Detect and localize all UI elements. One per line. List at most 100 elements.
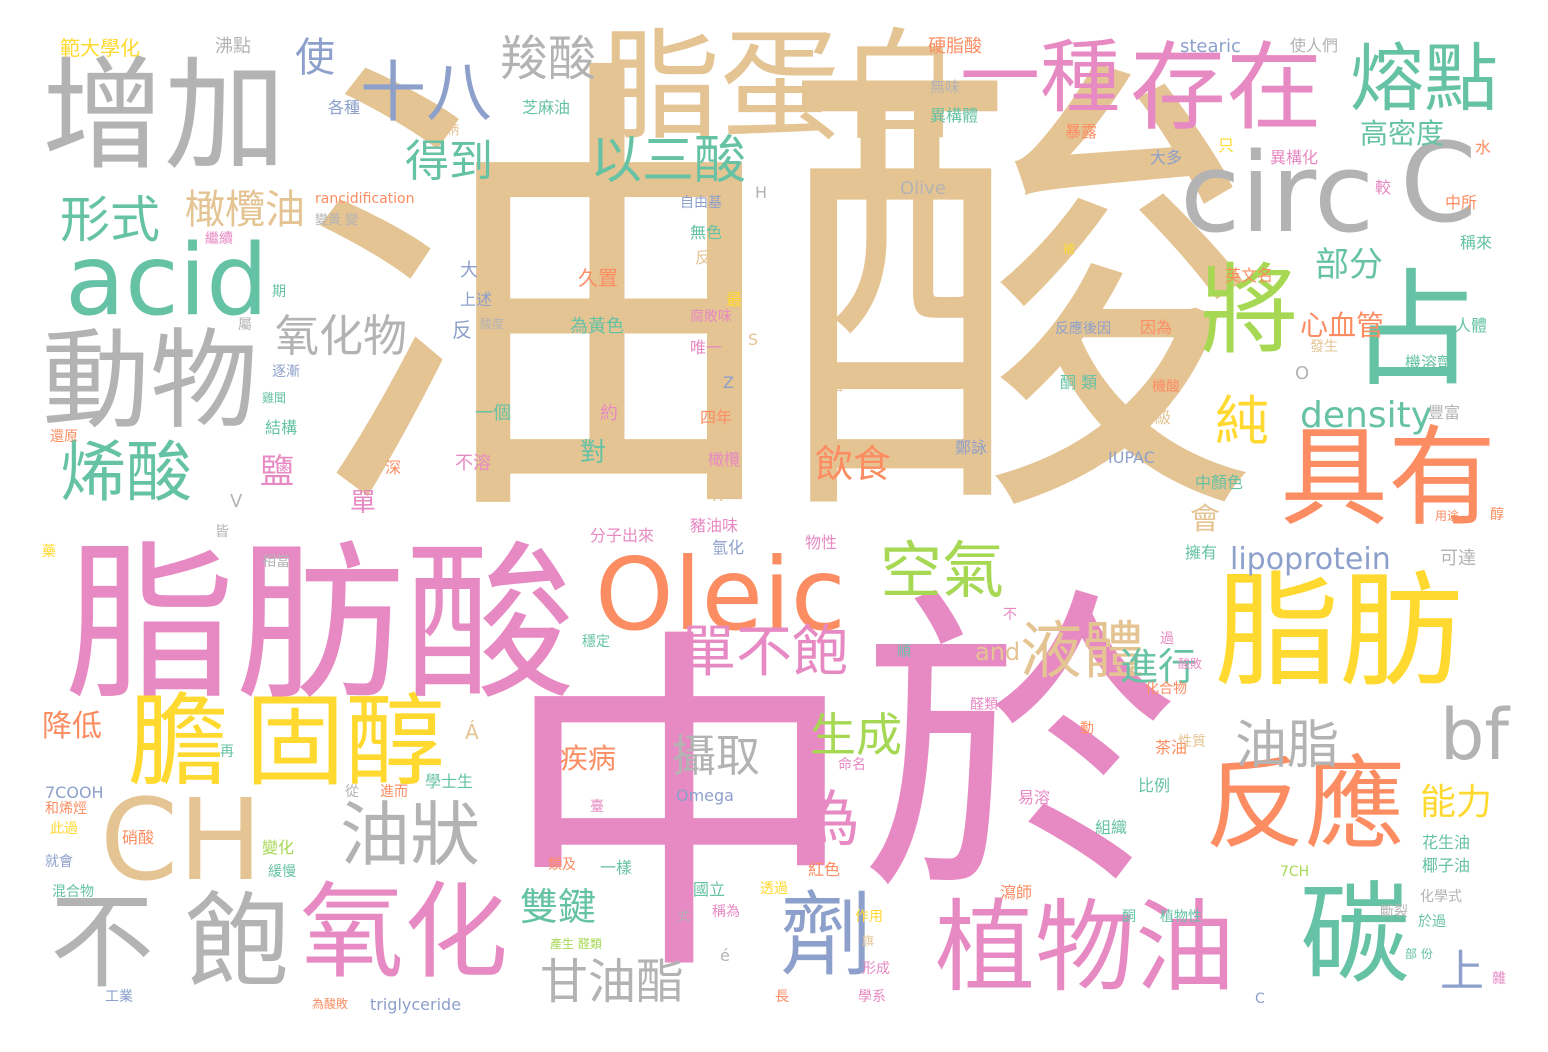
word-cloud-word: 化學式 [1420,889,1462,905]
word-cloud-word: 命名 [838,757,866,773]
word-cloud-word: 膽 [128,683,228,800]
word-cloud-word: 液體 [1020,614,1145,687]
word-cloud-word: 氫化 [712,538,745,557]
word-cloud-word: 花生油 [1422,833,1471,852]
word-cloud-word: 脂肪酸 [65,526,576,724]
word-cloud-word: 斷裂 [1380,904,1408,920]
word-cloud-word: 英文名 [1225,266,1274,285]
word-cloud-word: 組織 [1095,818,1128,837]
word-cloud-word: 久置 [578,266,618,290]
word-cloud-word: 茶油 [1155,738,1188,757]
word-cloud-word: 物性 [805,533,838,552]
word-cloud-word: 此過 [50,821,78,837]
word-cloud-word: 雞聞 [262,391,287,405]
word-cloud-word: 機酸 [1152,379,1180,395]
word-cloud-word: 發生 [1310,339,1338,355]
word-cloud-word: 椰子油 [1422,856,1471,875]
word-cloud-word: 反應 [1205,746,1405,863]
word-cloud-word: 進行 [1120,645,1197,689]
word-cloud-word: 分子出來 [590,526,655,545]
word-cloud-word: 鄭詠 [955,438,988,457]
word-cloud-word: 臺 [590,799,604,815]
word-cloud-word: 可達 [1440,548,1476,569]
word-cloud-word: Á [465,720,479,744]
word-cloud-word: 透過 [760,881,788,897]
word-cloud-word: 烯酸 [60,434,192,511]
word-cloud-word: V [230,491,243,512]
word-cloud-word: 自由基 [680,195,722,211]
word-cloud-word: 程柄 [435,123,460,137]
word-cloud-word: 深 [385,458,402,477]
word-cloud-word: 旗 [862,934,875,948]
word-cloud-word: 只 [1218,136,1235,155]
word-cloud-word: 屬 [238,317,252,333]
word-cloud-word: 還原 [50,429,78,445]
word-cloud-word: 約 [600,403,618,424]
word-cloud-word: 劑 [780,882,873,989]
word-cloud-word: 中 [500,600,860,1019]
word-cloud-word: 硝酸 [122,828,155,847]
word-cloud-word: O [1295,363,1310,384]
word-cloud-word: 稱為 [712,904,740,920]
word-cloud-word: circ [1180,129,1375,257]
word-cloud-word: 飲食 [815,442,892,486]
word-cloud-word: 穩定 [582,634,610,650]
word-cloud-word: 大多 [1150,148,1183,167]
word-cloud-word: 式 [678,909,691,923]
word-cloud-word: rancidification [315,191,415,207]
word-cloud-word: 唯一 [690,338,723,357]
word-cloud-word: 豐富 [1428,403,1461,422]
word-cloud-word: 用途 [1435,509,1460,523]
word-cloud-word: 增加 [42,45,286,187]
word-cloud-word: 類及 [548,857,576,873]
word-cloud-word: 雙鍵 [520,885,597,929]
word-cloud-word: 7COOH [45,783,104,802]
word-cloud-word: H [755,183,768,202]
word-cloud-word: 不 [50,881,155,1003]
word-cloud-word: 於過 [1418,914,1446,930]
word-cloud-word: 碳 [1300,871,1410,999]
word-cloud-word: 具有 [1280,416,1497,541]
word-cloud-word: é [720,946,730,965]
word-cloud-word: 皆 [215,524,229,540]
word-cloud-word: 醇 [1490,507,1504,523]
word-cloud-word: acid [65,224,269,338]
word-cloud-word: 擁有 [1185,543,1218,562]
word-cloud-word: Oleic [595,536,846,653]
word-cloud-word: 不 [1003,607,1017,623]
word-cloud-word: 進而 [380,784,408,800]
word-cloud-word: 存在 [1130,32,1322,144]
word-cloud-word: 空氣 [880,534,1005,607]
word-cloud-word: 反 [452,318,472,342]
word-cloud-word: 單不飽 [680,620,848,685]
word-cloud-word: CH [100,776,263,906]
word-cloud-word: 變化 [262,838,295,857]
word-cloud-word: 反式 [695,248,728,267]
word-cloud-word: 氧化物 [275,311,407,362]
word-cloud-word: lipoprotein [1230,542,1391,577]
word-cloud-word: 上述 [460,290,493,309]
word-cloud-word: 圖一 [828,376,859,394]
word-cloud-word: 反應後因 [1055,321,1111,337]
word-cloud-word: 能力 [1420,782,1493,823]
word-cloud-word: C [1255,991,1265,1007]
word-cloud-word: 範大學化 [60,36,140,60]
word-cloud-word: 為 [800,785,860,855]
word-cloud-word: 對 [580,438,607,468]
word-cloud-word: 降低 [42,709,102,744]
word-cloud-word: 油酸 [300,20,1260,579]
word-cloud-word: 形式 [60,191,160,249]
word-cloud-word: IUPAC [1108,448,1155,467]
word-cloud-word: 學士生 [425,772,474,791]
word-cloud-word: 生成 [810,708,902,762]
word-cloud-word: 形成 [862,961,890,977]
word-cloud-word: 混合物 [52,884,94,900]
word-cloud-word: 期 [272,284,286,300]
word-cloud-word: 上 [1440,946,1484,997]
word-cloud-word: 無味 [930,78,961,96]
word-cloud-word: 酮 類 [1060,373,1098,392]
word-cloud-word: 化合物 [1145,681,1187,697]
word-cloud-word: 動物 [42,319,259,444]
word-cloud-word: 使人們 [1290,36,1339,55]
word-cloud-word: 豬油味 [690,516,739,535]
